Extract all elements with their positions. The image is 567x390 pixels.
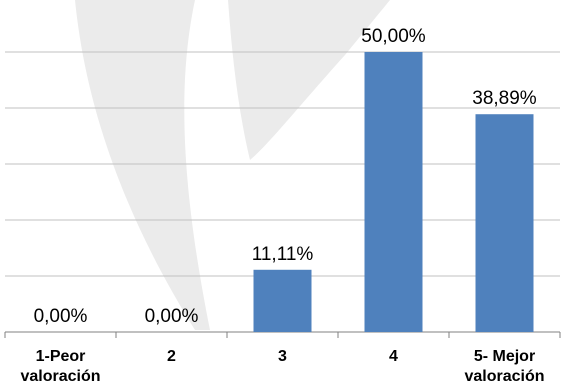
category-label: 5- Mejor bbox=[474, 348, 535, 365]
gridlines bbox=[5, 51, 560, 277]
category-label: 1-Peor bbox=[36, 348, 86, 365]
category-label: valoración bbox=[20, 368, 100, 385]
data-label: 0,00% bbox=[145, 306, 199, 327]
data-label: 50,00% bbox=[361, 26, 426, 47]
data-label: 11,11% bbox=[252, 244, 314, 265]
data-labels: 0,00% 0,00% 11,11% 50,00% 38,89% bbox=[34, 26, 537, 327]
data-label: 0,00% bbox=[34, 306, 88, 327]
category-label: 2 bbox=[167, 348, 176, 365]
category-label: 3 bbox=[278, 348, 287, 365]
bar bbox=[475, 114, 534, 332]
category-labels: 1-Peor valoración 2 3 4 5- Mejor valoración bbox=[20, 348, 544, 385]
x-axis-ticks bbox=[4, 332, 561, 338]
bars bbox=[253, 52, 534, 332]
data-label: 38,89% bbox=[472, 88, 537, 109]
bar bbox=[364, 52, 423, 332]
watermark-logo bbox=[75, 0, 390, 330]
category-label: 4 bbox=[389, 348, 398, 365]
bar bbox=[253, 269, 312, 332]
category-label: valoración bbox=[464, 368, 544, 385]
